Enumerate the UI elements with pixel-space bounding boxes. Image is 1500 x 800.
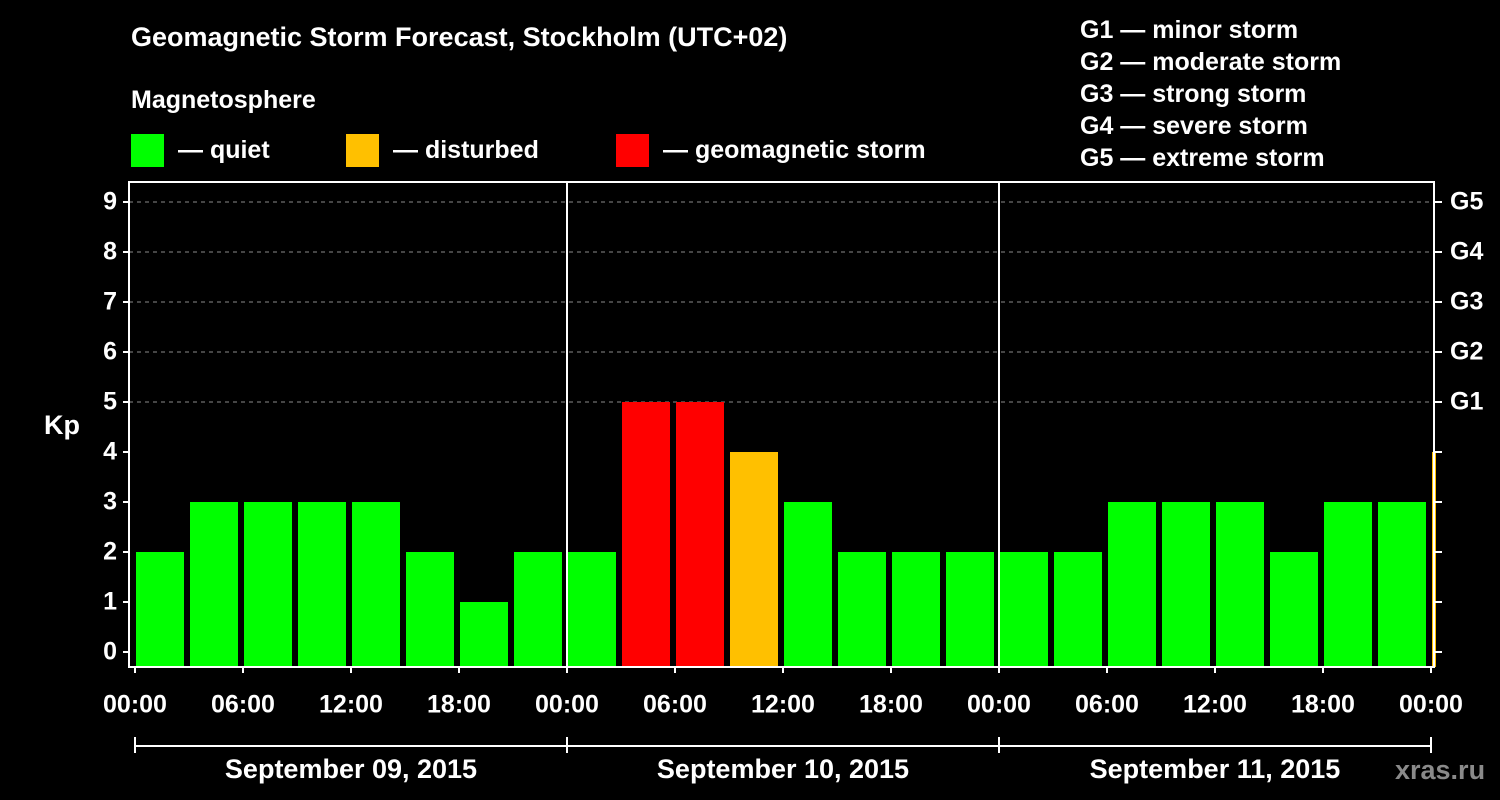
- legend-label-disturbed: — disturbed: [393, 135, 539, 164]
- bar-21: [1270, 552, 1318, 667]
- x-tick-label-5: 06:00: [643, 691, 707, 719]
- bar-2: [244, 502, 292, 667]
- storm-level-g4: G4 — severe storm: [1080, 112, 1308, 140]
- bar-14: [892, 552, 940, 667]
- right-tick-label-g2: G2: [1450, 338, 1483, 366]
- y-tick-label-3: 3: [103, 488, 117, 516]
- bars: [136, 402, 1436, 667]
- bar-3: [298, 502, 346, 667]
- day-label-2: September 11, 2015: [1090, 754, 1341, 784]
- bar-6: [460, 602, 508, 667]
- bar-13: [838, 552, 886, 667]
- day-label-0: September 09, 2015: [225, 754, 477, 784]
- x-tick-label-10: 12:00: [1183, 691, 1247, 719]
- plot-border: [128, 181, 1435, 668]
- bar-0: [136, 552, 184, 667]
- x-tick-label-4: 00:00: [535, 691, 599, 719]
- legend-disturbed: — disturbed: [346, 133, 539, 167]
- legend-swatch-disturbed: [346, 133, 379, 167]
- y-tick-label-8: 8: [103, 238, 117, 266]
- bar-17: [1054, 552, 1102, 667]
- bar-18: [1108, 502, 1156, 667]
- bar-7: [514, 552, 562, 667]
- y-tick-label-4: 4: [103, 438, 117, 466]
- y-tick-label-7: 7: [103, 288, 117, 316]
- watermark: xras.ru: [1395, 755, 1486, 785]
- storm-level-g5: G5 — extreme storm: [1080, 144, 1325, 172]
- legend-label-storm: — geomagnetic storm: [663, 135, 926, 164]
- plot-frame: [128, 181, 1435, 668]
- y-tick-label-5: 5: [103, 388, 117, 416]
- x-tick-label-8: 00:00: [967, 691, 1031, 719]
- bar-16: [1000, 552, 1048, 667]
- right-tick-label-g4: G4: [1450, 238, 1483, 266]
- y-tick-label-1: 1: [103, 588, 117, 616]
- axes: 0 1 2 3 4 5 6 7 8 9 Kp G1 G2 G3 G4 G5 00:00 06:00 12:00 18:…: [44, 188, 1483, 785]
- legend-quiet: — quiet: [131, 133, 270, 167]
- storm-level-g3: G3 — strong storm: [1080, 80, 1307, 108]
- y-tick-label-0: 0: [103, 638, 117, 666]
- x-tick-label-0: 00:00: [103, 691, 167, 719]
- bar-15: [946, 552, 994, 667]
- bar-1: [190, 502, 238, 667]
- storm-level-g1: G1 — minor storm: [1080, 16, 1299, 44]
- day-label-1: September 10, 2015: [657, 754, 909, 784]
- right-tick-label-g3: G3: [1450, 288, 1483, 316]
- storm-level-g2: G2 — moderate storm: [1080, 48, 1342, 76]
- bar-20: [1216, 502, 1264, 667]
- bar-19: [1162, 502, 1210, 667]
- grid-lines: [129, 201, 1434, 403]
- x-tick-label-2: 12:00: [319, 691, 383, 719]
- legend-swatch-storm: [616, 133, 649, 167]
- bar-22: [1324, 502, 1372, 667]
- y-tick-label-9: 9: [103, 188, 117, 216]
- storm-level-list: G1 — minor storm G2 — moderate storm G3 …: [1080, 14, 1341, 174]
- chart-title: Geomagnetic Storm Forecast, Stockholm (U…: [131, 22, 788, 52]
- magnetosphere-label: Magnetosphere: [131, 86, 316, 114]
- bar-11: [730, 452, 778, 667]
- right-tick-label-g1: G1: [1450, 388, 1483, 416]
- bar-5: [406, 552, 454, 667]
- x-tick-label-3: 18:00: [427, 691, 491, 719]
- y-tick-label-6: 6: [103, 338, 117, 366]
- legend-storm: — geomagnetic storm: [616, 133, 926, 167]
- bar-8: [568, 552, 616, 667]
- y-axis-label: Kp: [44, 410, 80, 440]
- x-tick-label-7: 18:00: [859, 691, 923, 719]
- x-tick-label-11: 18:00: [1291, 691, 1355, 719]
- legend-label-quiet: — quiet: [178, 135, 270, 164]
- y-tick-label-2: 2: [103, 538, 117, 566]
- bar-10: [676, 402, 724, 667]
- bar-12: [784, 502, 832, 667]
- x-tick-label-9: 06:00: [1075, 691, 1139, 719]
- bar-9: [622, 402, 670, 667]
- legend-swatch-quiet: [131, 133, 164, 167]
- x-tick-label-6: 12:00: [751, 691, 815, 719]
- x-tick-label-12: 00:00: [1399, 691, 1463, 719]
- bar-23: [1378, 502, 1426, 667]
- right-tick-label-g5: G5: [1450, 188, 1483, 216]
- bar-4: [352, 502, 400, 667]
- x-tick-label-1: 06:00: [211, 691, 275, 719]
